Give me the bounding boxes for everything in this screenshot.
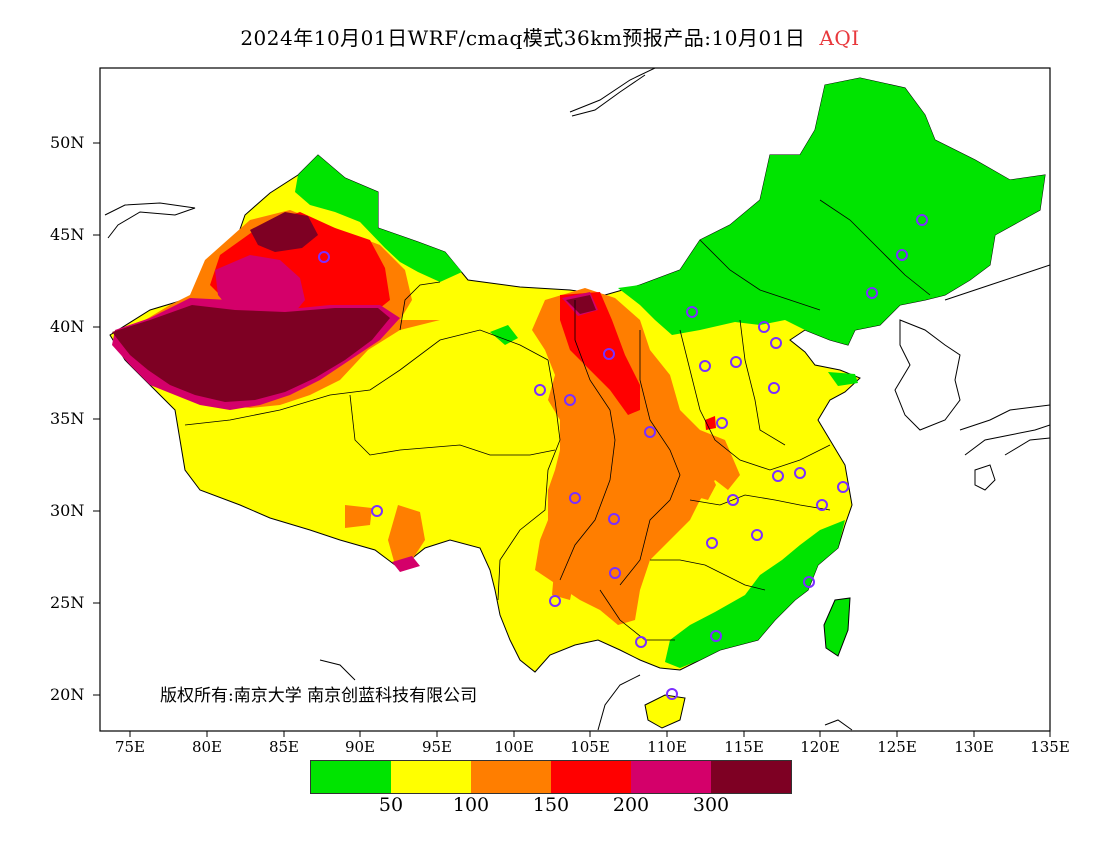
city-marker-lanzhou — [564, 394, 576, 406]
northeast-good-region — [618, 78, 1045, 345]
legend-swatch-unhealthy — [551, 761, 631, 793]
lon-label-110e: 110E — [647, 738, 687, 756]
legend-swatch-hazardous — [711, 761, 791, 793]
taiwan-island — [823, 597, 851, 657]
tibet-south-orange-region — [388, 505, 425, 565]
legend-label-100: 100 — [452, 794, 490, 816]
central-orange-region — [532, 288, 740, 625]
legend-swatch-very-unhealthy — [631, 761, 711, 793]
city-marker-yinchuan — [603, 348, 615, 360]
south-tibet-magenta-region — [392, 556, 420, 572]
guangxi-orange-region — [552, 560, 575, 600]
city-marker-hangzhou — [816, 499, 828, 511]
city-marker-shijiazhuang — [730, 356, 742, 368]
city-marker-zhengzhou — [716, 417, 728, 429]
lat-label-30n: 30N — [50, 501, 85, 520]
lat-label-20n: 20N — [50, 685, 85, 704]
city-marker-harbin — [916, 214, 928, 226]
lon-label-130e: 130E — [954, 738, 994, 756]
title-text: 2024年10月01日WRF/cmaq模式36km预报产品:10月01日 — [240, 26, 806, 50]
lon-label-105e: 105E — [570, 738, 610, 756]
legend-label-300: 300 — [692, 794, 730, 816]
lon-label-80e: 80E — [191, 738, 223, 756]
city-marker-tianjin — [770, 337, 782, 349]
city-marker-xining — [534, 384, 546, 396]
city-marker-lhasa — [371, 505, 383, 517]
city-marker-urumqi — [318, 251, 330, 263]
lon-label-100e: 100E — [494, 738, 534, 756]
city-marker-kunming — [549, 595, 561, 607]
lon-label-120e: 120E — [800, 738, 840, 756]
copyright-text: 版权所有:南京大学 南京创蓝科技有限公司 — [160, 686, 478, 706]
city-markers — [318, 214, 928, 700]
lon-label-75e: 75E — [114, 738, 146, 756]
lon-label-115e: 115E — [724, 738, 764, 756]
aqi-legend — [310, 760, 792, 794]
city-marker-hefei — [772, 470, 784, 482]
city-marker-guangzhou — [710, 630, 722, 642]
title-variable: AQI — [819, 26, 860, 50]
lat-label-35n: 35N — [50, 409, 85, 428]
city-marker-chongqing — [608, 513, 620, 525]
city-marker-haikou — [666, 688, 678, 700]
ningxia-red-region — [560, 292, 640, 415]
legend-label-50: 50 — [378, 794, 404, 816]
city-marker-beijing — [758, 321, 770, 333]
lon-label-95e: 95E — [421, 738, 453, 756]
city-marker-fuzhou — [803, 576, 815, 588]
city-marker-jinan — [768, 382, 780, 394]
coastlines — [104, 68, 1050, 731]
legend-swatch-usg — [471, 761, 551, 793]
legend-label-200: 200 — [612, 794, 650, 816]
city-marker-xian — [644, 426, 656, 438]
lat-ticks — [93, 142, 100, 696]
southeast-good-region — [665, 520, 845, 668]
lat-label-25n: 25N — [50, 593, 85, 612]
sichuan-east-orange-region — [690, 462, 716, 500]
city-marker-shanghai — [837, 481, 849, 493]
city-marker-chengdu — [569, 492, 581, 504]
city-marker-shenyang — [866, 287, 878, 299]
city-marker-hohhot — [686, 306, 698, 318]
map-title: 2024年10月01日WRF/cmaq模式36km预报产品:10月01日 AQI — [0, 22, 1100, 51]
qinghai-good-region — [490, 325, 518, 345]
lon-label-125e: 125E — [877, 738, 917, 756]
legend-swatch-moderate — [391, 761, 471, 793]
city-marker-taiyuan — [699, 360, 711, 372]
city-marker-nanjing — [794, 467, 806, 479]
city-marker-changsha — [706, 537, 718, 549]
city-marker-guiyang — [609, 567, 621, 579]
lat-label-40n: 40N — [50, 317, 85, 336]
lon-label-85e: 85E — [268, 738, 300, 756]
city-marker-wuhan — [727, 494, 739, 506]
xinjiang-north-good-region — [295, 155, 462, 282]
ningxia-hazardous-region — [566, 295, 596, 314]
lon-label-90e: 90E — [344, 738, 376, 756]
lat-label-50n: 50N — [50, 133, 85, 152]
city-marker-nanchang — [751, 529, 763, 541]
xinjiang-hazardous-region — [250, 212, 318, 252]
shandong-good-region — [828, 372, 858, 386]
lon-label-135e: 135E — [1030, 738, 1070, 756]
tarim-hazardous-region — [112, 305, 390, 402]
city-marker-nanning — [635, 636, 647, 648]
lon-ticks — [129, 731, 1051, 737]
province-borders — [184, 199, 931, 641]
map-content — [104, 68, 1050, 731]
hubei-red-dot — [705, 416, 716, 430]
legend-label-150: 150 — [532, 794, 570, 816]
lat-label-45n: 45N — [50, 225, 85, 244]
hainan-island — [644, 694, 686, 729]
tibet-west-orange-region — [345, 505, 372, 528]
legend-swatch-good — [311, 761, 391, 793]
map-frame — [99, 67, 1051, 732]
city-marker-changchun — [896, 249, 908, 261]
